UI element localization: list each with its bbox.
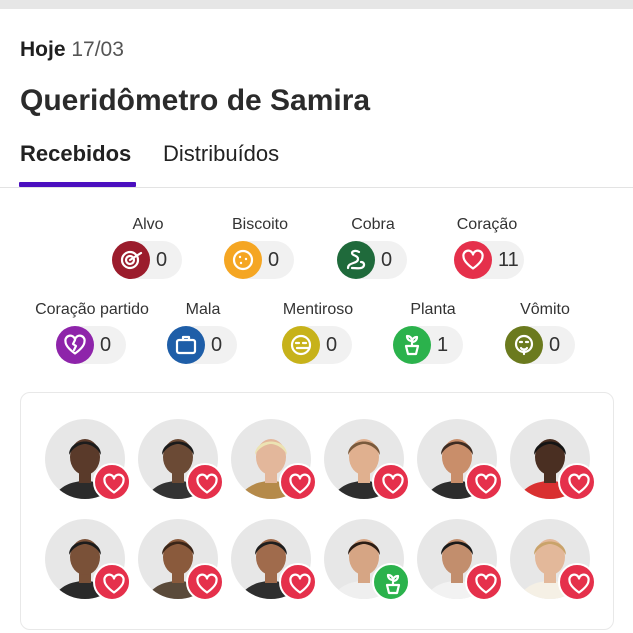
reaction-cookie: Biscoito 0 [212,216,308,279]
day-label: Hoje [20,38,66,61]
heart-icon [186,463,224,501]
date-value: 17/03 [71,38,124,61]
vomit-face-icon [505,326,543,364]
suitcase-icon [167,326,205,364]
participant-card[interactable] [417,519,503,601]
reaction-label: Vômito [520,301,570,318]
reaction-label: Biscoito [231,216,289,233]
reaction-pill: 0 [167,326,237,364]
heart-icon [279,563,317,601]
heart-icon [93,463,131,501]
reaction-suitcase: Mala 0 [155,301,251,364]
heart-icon [372,463,410,501]
participant-card[interactable] [138,419,224,501]
participants-card [20,392,614,630]
reaction-label: Alvo [132,216,164,233]
reaction-count: 0 [211,334,223,356]
reaction-liar-face: Mentiroso 0 [270,301,366,364]
reaction-snake: Cobra 0 [325,216,421,279]
tab-recebidos[interactable]: Recebidos [20,141,132,166]
page-title: Queridômetro de Samira [20,84,371,117]
reaction-pill: 0 [224,241,294,279]
participant-card[interactable] [231,419,317,501]
heart-icon [279,463,317,501]
heart-icon [558,463,596,501]
reaction-count: 1 [437,334,449,356]
participant-card[interactable] [324,519,410,601]
reaction-pill: 0 [337,241,407,279]
participant-card[interactable] [138,519,224,601]
heart-icon [454,241,492,279]
liar-face-icon [282,326,320,364]
participant-card[interactable] [231,519,317,601]
avatar [510,519,590,599]
participant-card[interactable] [510,419,596,501]
reaction-count: 0 [268,249,280,271]
reaction-pill: 0 [505,326,575,364]
reaction-target: Alvo 0 [100,216,196,279]
heart-icon [465,563,503,601]
target-icon [112,241,150,279]
reaction-count: 0 [156,249,168,271]
reaction-label: Planta [410,301,456,318]
participant-card[interactable] [510,519,596,601]
reaction-count: 11 [498,249,519,271]
reaction-plant: Planta 1 [385,301,481,364]
cookie-icon [224,241,262,279]
reaction-pill: 0 [56,326,126,364]
reaction-count: 0 [549,334,561,356]
reaction-label: Cobra [351,216,395,233]
reaction-count: 0 [381,249,393,271]
reaction-count: 0 [100,334,112,356]
heart-icon [465,463,503,501]
reaction-pill: 0 [112,241,182,279]
reaction-pill: 11 [454,241,524,279]
participant-card[interactable] [324,419,410,501]
reaction-pill: 0 [282,326,352,364]
heart-icon [558,563,596,601]
reaction-heart: Coração 11 [439,216,535,279]
participant-card[interactable] [417,419,503,501]
reaction-pill: 1 [393,326,463,364]
top-bar [0,0,633,9]
reaction-label: Coração [456,216,518,233]
plant-icon [372,563,410,601]
participant-card[interactable] [45,519,131,601]
active-tab-indicator [19,182,136,187]
reaction-label: Mentiroso [282,301,354,318]
participant-card[interactable] [45,419,131,501]
broken-heart-icon [56,326,94,364]
date-line: Hoje 17/03 [20,38,124,62]
reaction-count: 0 [326,334,338,356]
snake-icon [337,241,375,279]
reaction-label: Mala [185,301,221,318]
reaction-broken-heart: Coração partido 0 [32,301,152,364]
reaction-vomit-face: Vômito 0 [497,301,593,364]
tab-distribuidos[interactable]: Distribuídos [163,141,280,166]
heart-icon [186,563,224,601]
tab-bar: Recebidos Distribuídos [0,138,633,188]
plant-icon [393,326,431,364]
reaction-label: Coração partido [35,301,149,318]
heart-icon [93,563,131,601]
